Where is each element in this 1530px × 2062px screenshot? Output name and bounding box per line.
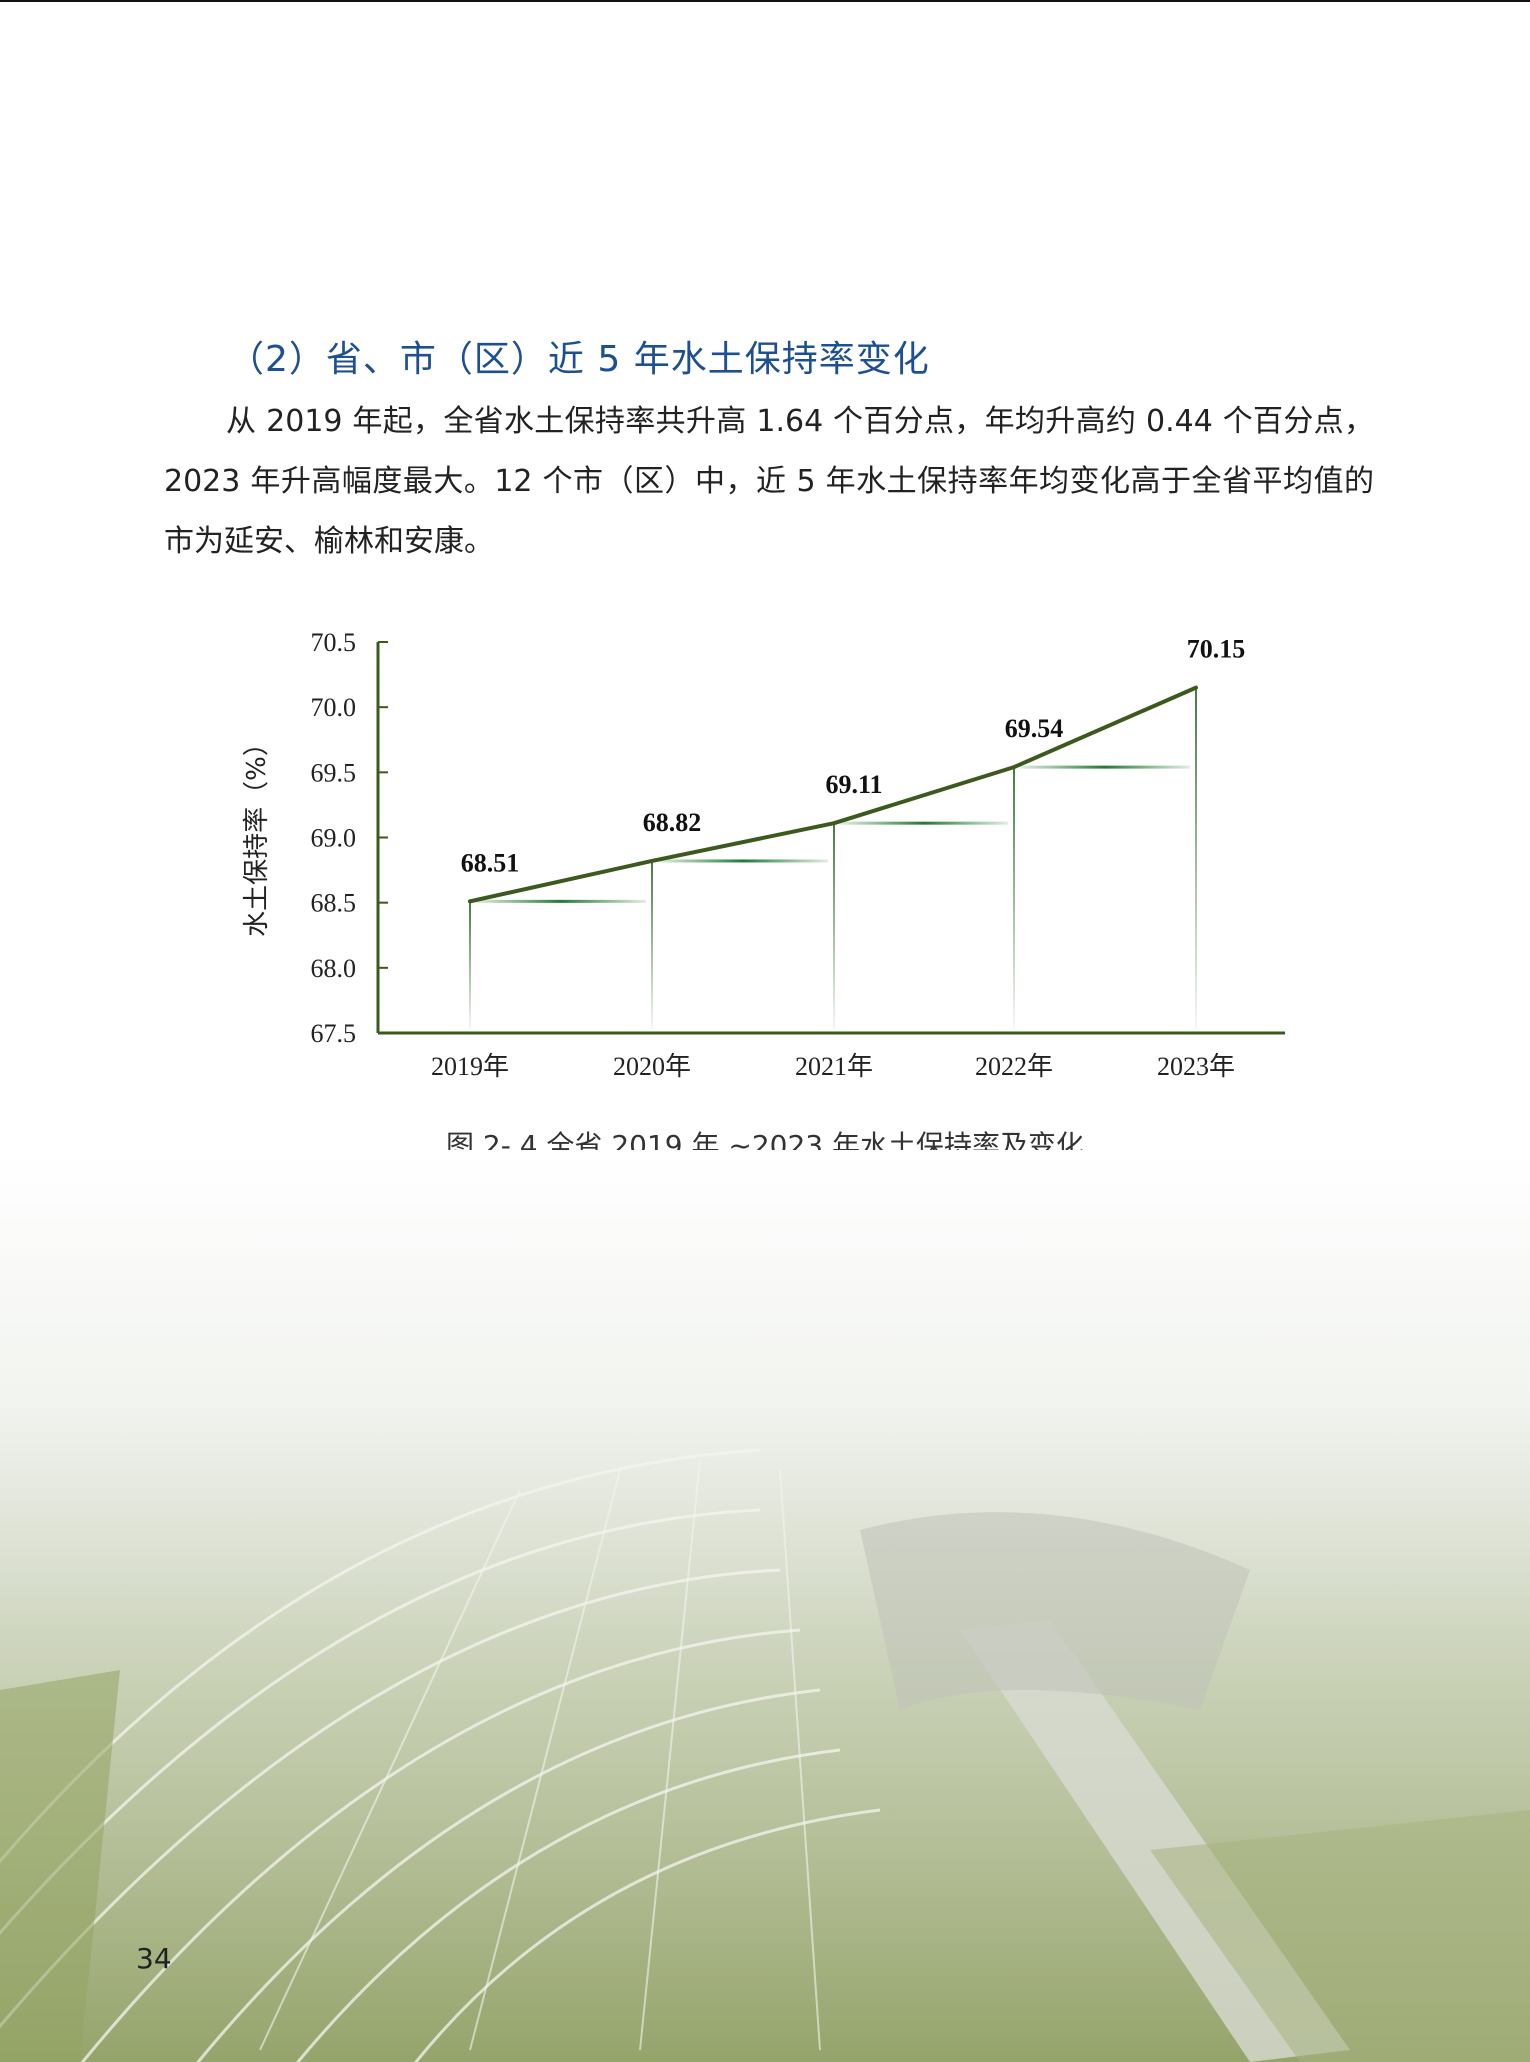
data-label: 69.54 [1005, 714, 1064, 743]
y-tick-label: 67.5 [311, 1019, 357, 1048]
change-step [840, 821, 1008, 825]
value-stem [469, 901, 471, 1029]
section-heading: （2）省、市（区）近 5 年水土保持率变化 [228, 339, 930, 380]
x-tick-label: 2021年 [795, 1052, 873, 1081]
y-tick-label: 68.5 [311, 889, 357, 918]
series-line [468, 685, 1198, 904]
value-stem [1195, 687, 1197, 1029]
y-tick-label: 69.5 [311, 758, 357, 787]
y-axis-label: 水土保持率（%） [242, 730, 272, 937]
y-tick-label: 69.0 [311, 824, 357, 853]
data-label: 69.11 [825, 770, 882, 799]
x-tick-label: 2019年 [431, 1052, 509, 1081]
value-stem [651, 860, 653, 1029]
data-label: 70.15 [1187, 635, 1246, 664]
change-step [1020, 765, 1190, 769]
data-label: 68.82 [643, 808, 702, 837]
value-stem [1013, 767, 1015, 1029]
body-paragraph: 从 2019 年起，全省水土保持率共升高 1.64 个百分点，年均升高约 0.4… [164, 404, 1374, 559]
value-stem [833, 823, 835, 1029]
y-tick-label: 70.0 [311, 693, 357, 722]
x-tick-label: 2022年 [975, 1052, 1053, 1081]
change-step [476, 899, 646, 903]
x-tick-label: 2020年 [613, 1052, 691, 1081]
y-tick-label: 70.5 [311, 628, 357, 657]
soil-conservation-line-chart: 70.5 70.0 69.5 69.0 68.5 68.0 67.5 2019年 2020年 20… [242, 628, 1285, 1081]
top-rule [0, 0, 1530, 2]
data-label: 68.51 [461, 848, 520, 877]
change-step [658, 859, 828, 863]
aerial-terrace-photo [0, 1150, 1530, 2062]
x-tick-label: 2023年 [1157, 1052, 1235, 1081]
y-tick-label: 68.0 [311, 954, 357, 983]
page-number: 34 [136, 1942, 172, 1975]
